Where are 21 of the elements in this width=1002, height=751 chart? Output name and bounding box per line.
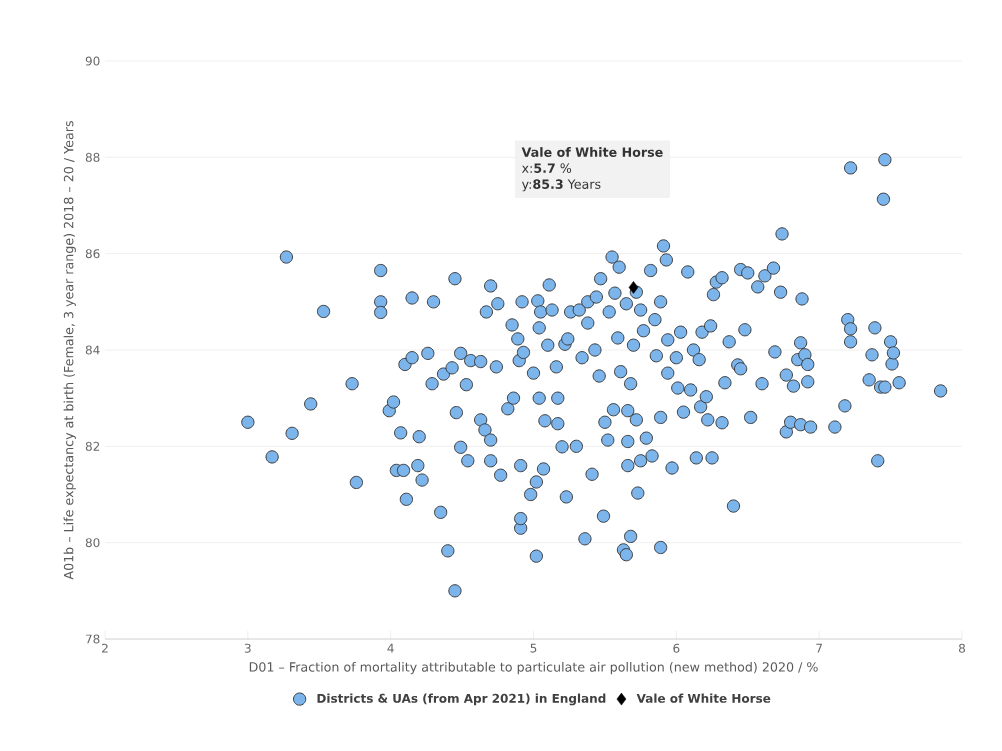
x-tick-label: 7 (816, 643, 822, 653)
y-tick-label: 82 (85, 441, 100, 451)
legend-label: Vale of White Horse (636, 693, 771, 703)
y-tick-label: 84 (85, 345, 100, 355)
x-tick-label: 2 (102, 643, 108, 653)
x-tick-label: 8 (959, 643, 965, 653)
x-axis-title: D01 – Fraction of mortality attributable to particulate air pollution (new method) 2020 / % (249, 661, 818, 675)
annotation: Vale of White Horse (521, 147, 663, 157)
y-tick-label: 78 (86, 634, 100, 644)
y-tick-label: 86 (85, 249, 100, 259)
x-tick-label: 5 (530, 643, 537, 653)
x-tick-label: 3 (244, 643, 251, 653)
x-tick-label: 6 (673, 643, 680, 653)
y-tick-label: 80 (85, 538, 100, 548)
y-tick-label: 90 (85, 56, 100, 66)
y-axis-title: A01b – Life expectancy at birth (Female, 3 year range) 2018 – 20 / Years (63, 121, 76, 580)
x-tick-label: 4 (387, 643, 394, 653)
annotation: x:5.7 % (521, 163, 572, 173)
legend-label: Districts & UAs (from Apr 2021) in England (317, 693, 606, 706)
y-tick-label: 88 (85, 152, 100, 162)
annotation: y:85.3 Years (521, 179, 601, 192)
